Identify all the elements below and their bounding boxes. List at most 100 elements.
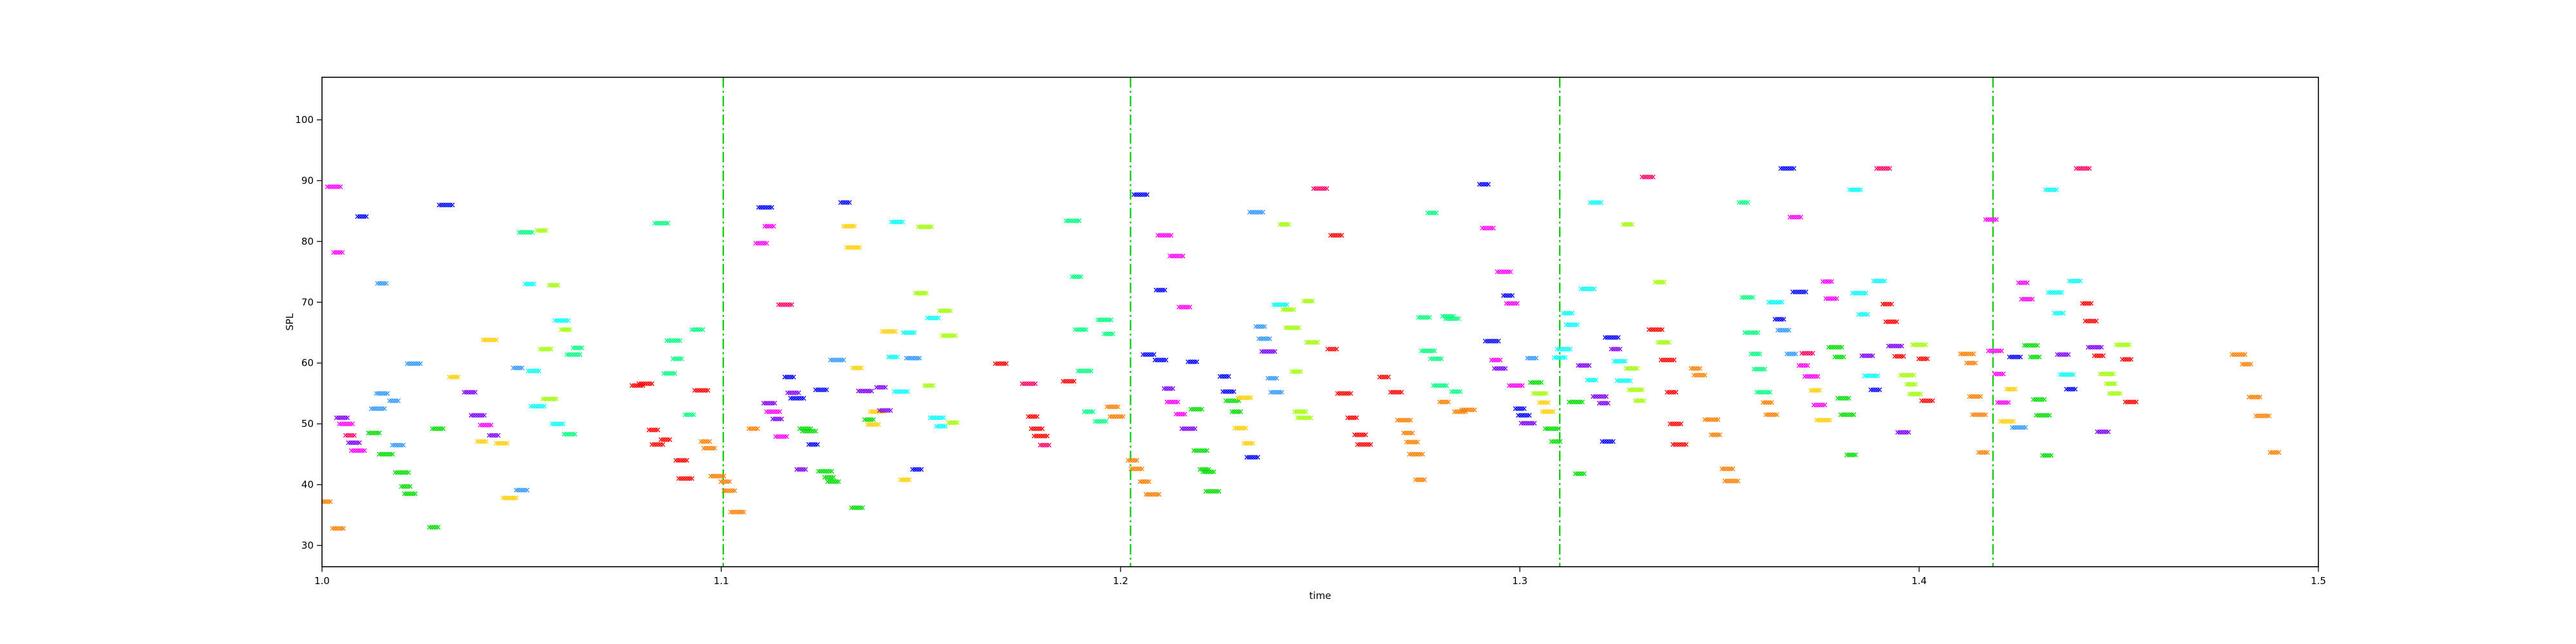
data-point [1032,433,1050,439]
data-point [2230,352,2248,357]
data-point [1587,200,1604,205]
data-point [1850,290,1868,296]
data-point [2040,453,2054,458]
data-point [526,368,542,374]
data-point [2268,450,2282,455]
data-point [1722,478,1741,484]
data-point [480,337,499,343]
data-point [2083,318,2099,324]
data-point [1328,232,1344,238]
data-point [375,281,389,286]
data-point [1186,359,1200,365]
data-point [825,479,841,484]
data-point [1602,335,1621,340]
data-point [1576,363,1592,368]
data-point [1345,415,1359,421]
data-point [1167,253,1186,259]
data-point [838,200,852,205]
data-point [462,390,478,395]
data-point [946,420,960,425]
data-point [390,442,406,448]
data-point [664,338,683,343]
data-point [1355,442,1374,447]
data-point [1811,402,1828,408]
data-point [493,440,510,446]
data-point [856,388,875,393]
data-point [1247,209,1265,215]
data-point [2239,361,2253,367]
data-point [1967,393,1983,399]
data-point [2074,166,2092,171]
data-point [487,433,501,438]
data-point [1037,442,1052,448]
data-point [2092,353,2106,359]
data-point [658,437,672,442]
x-tick-label: 1.0 [314,575,330,587]
data-point [1153,287,1168,293]
data-point [1760,400,1774,405]
x-tick-label: 1.1 [714,575,729,587]
data-point [522,281,536,287]
data-point [1820,279,1834,284]
plot-area [322,77,2282,567]
data-point [1075,368,1094,374]
data-point [513,488,530,493]
data-point [1265,375,1280,381]
data-point [1416,315,1432,320]
data-point [673,458,690,463]
data-point [1555,346,1573,352]
data-point [1551,355,1568,360]
data-point [547,283,561,288]
data-point [1823,296,1839,301]
data-point [1492,366,1508,371]
data-point [1244,455,1260,460]
data-point [1292,409,1309,414]
data-point [1516,413,1532,418]
data-point [1748,351,1763,357]
data-point [2022,343,2040,348]
data-point [1019,381,1038,386]
data-point [652,220,670,226]
data-point [676,476,695,481]
data-point [1895,430,1911,435]
data-point [2043,187,2059,193]
data-point [1404,439,1420,445]
data-point [1179,426,1198,431]
data-point [1256,336,1273,341]
data-point [337,421,355,426]
data-point [1560,310,1575,316]
data-point [404,361,423,366]
data-point [2028,354,2042,359]
data-point [475,439,489,444]
data-point [773,434,790,439]
data-point [500,495,519,501]
data-point [1814,417,1833,423]
data-point [892,389,910,394]
data-point [1671,442,1689,447]
data-point [689,327,705,332]
data-point [1268,390,1284,395]
data-point [816,469,835,474]
data-point [2246,394,2262,400]
data-point [1406,451,1425,457]
data-point [558,327,573,332]
data-point [880,328,898,334]
data-point [1063,218,1082,223]
data-point [1241,440,1255,446]
data-point [1377,374,1391,380]
data-point [1620,222,1634,227]
data-point [1772,317,1786,322]
data-point [1691,372,1708,378]
data-point [721,488,737,493]
data-point [387,398,401,403]
data-point [940,333,958,338]
data-point [468,413,487,418]
data-point [1838,412,1857,417]
data-point [1061,379,1077,384]
data-point [1443,316,1461,321]
data-point [1232,426,1249,431]
data-point [437,202,455,207]
data-point [2067,278,2083,283]
data-point [2004,386,2018,392]
